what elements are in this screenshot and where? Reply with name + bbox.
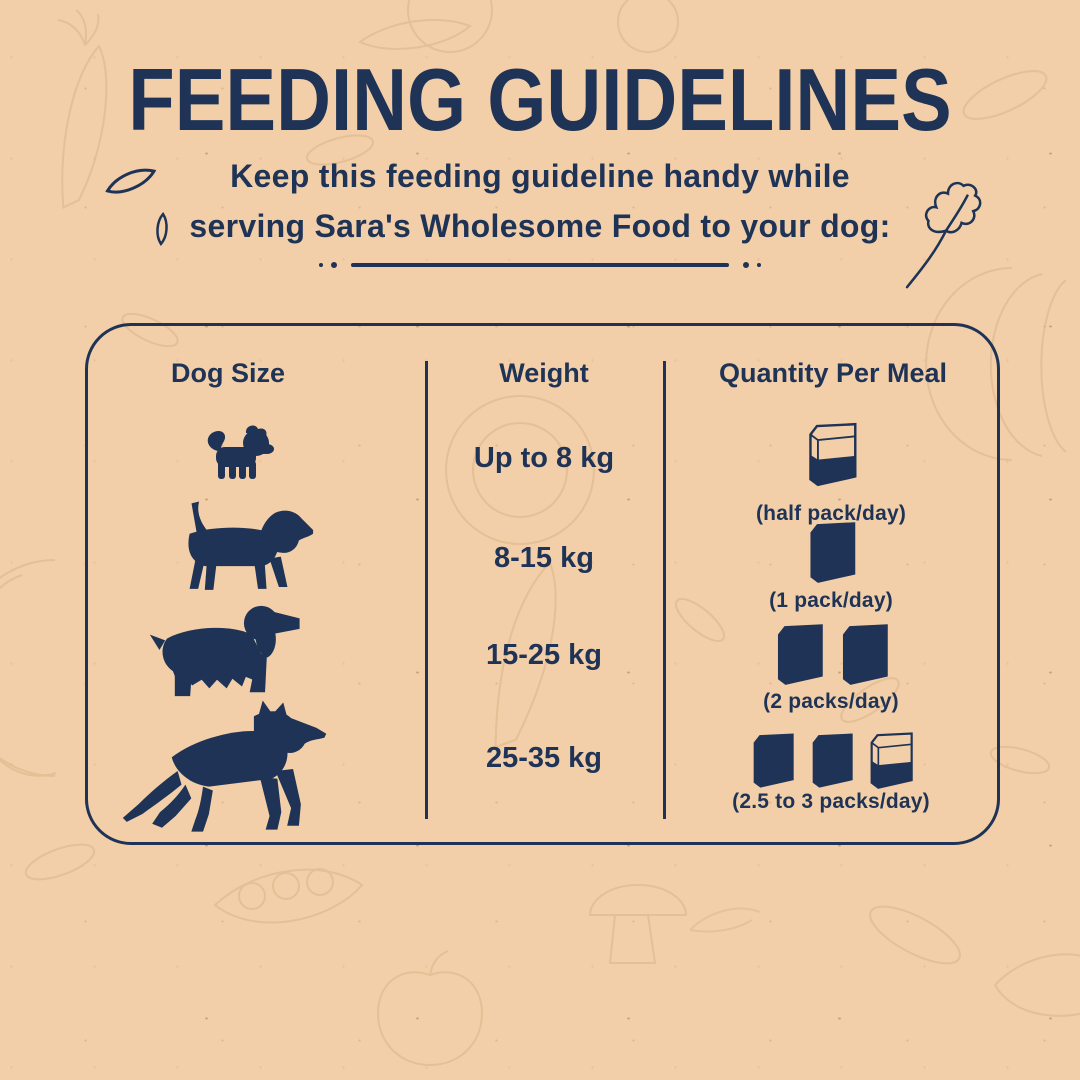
half-food-pack-icon: [809, 422, 857, 487]
quantity-label: (1 pack/day): [769, 589, 893, 612]
divider-line: [351, 263, 729, 267]
weight-value: 25-35 kg: [485, 742, 603, 774]
weight-value: Up to 8 kg: [473, 442, 615, 474]
table-row-4-dog-cell: [115, 700, 340, 840]
food-pack-icon: [812, 733, 853, 788]
divider-dot: [319, 263, 323, 267]
quantity-label: (half pack/day): [755, 502, 907, 525]
pack-quantity-icons: [803, 519, 859, 587]
subtitle-line-2: serving Sara's Wholesome Food to your do…: [189, 208, 891, 244]
table-row-3-dog-cell: [146, 598, 314, 702]
table-row-2-dog-cell: [163, 501, 315, 597]
column-header-dog-size: Dog Size: [170, 358, 285, 388]
feeding-table: Dog Size Weight Quantity Per Meal: [85, 323, 1000, 845]
weight-value: 8-15 kg: [494, 542, 594, 574]
column-header-weight: Weight: [499, 358, 589, 388]
small-toy-dog-icon: [207, 425, 274, 479]
subtitle-line-1: Keep this feeding guideline handy while: [230, 158, 850, 194]
oak-leaf-icon: [905, 181, 982, 289]
german-shepherd-dog-icon: [122, 700, 327, 832]
column-divider: [663, 361, 666, 819]
food-pack-icon: [777, 624, 823, 685]
weight-value: 15-25 kg: [485, 639, 603, 671]
quantity-label: (2.5 to 3 packs/day): [732, 790, 930, 813]
food-pack-icon: [842, 624, 888, 685]
seed-icon: [156, 211, 168, 247]
pack-quantity-icons: [803, 421, 859, 489]
leaf-lens-icon: [105, 168, 157, 194]
spaniel-dog-icon: [149, 605, 300, 697]
half-food-pack-icon: [870, 732, 913, 789]
pack-quantity-icons: [771, 621, 892, 689]
food-pack-icon: [753, 733, 794, 788]
divider-dot: [331, 262, 337, 268]
divider-dot: [757, 263, 761, 267]
divider-dot: [743, 262, 749, 268]
column-header-quantity: Quantity Per Meal: [718, 358, 948, 388]
beagle-dog-icon: [188, 501, 314, 590]
food-pack-icon: [810, 522, 856, 583]
decorative-divider: [0, 262, 1080, 268]
table-row-1-dog-cell: [200, 421, 280, 485]
page-title: FEEDING GUIDELINES: [128, 51, 952, 150]
column-divider: [425, 361, 428, 819]
quantity-label: (2 packs/day): [763, 690, 899, 713]
pack-quantity-icons: [747, 725, 915, 797]
